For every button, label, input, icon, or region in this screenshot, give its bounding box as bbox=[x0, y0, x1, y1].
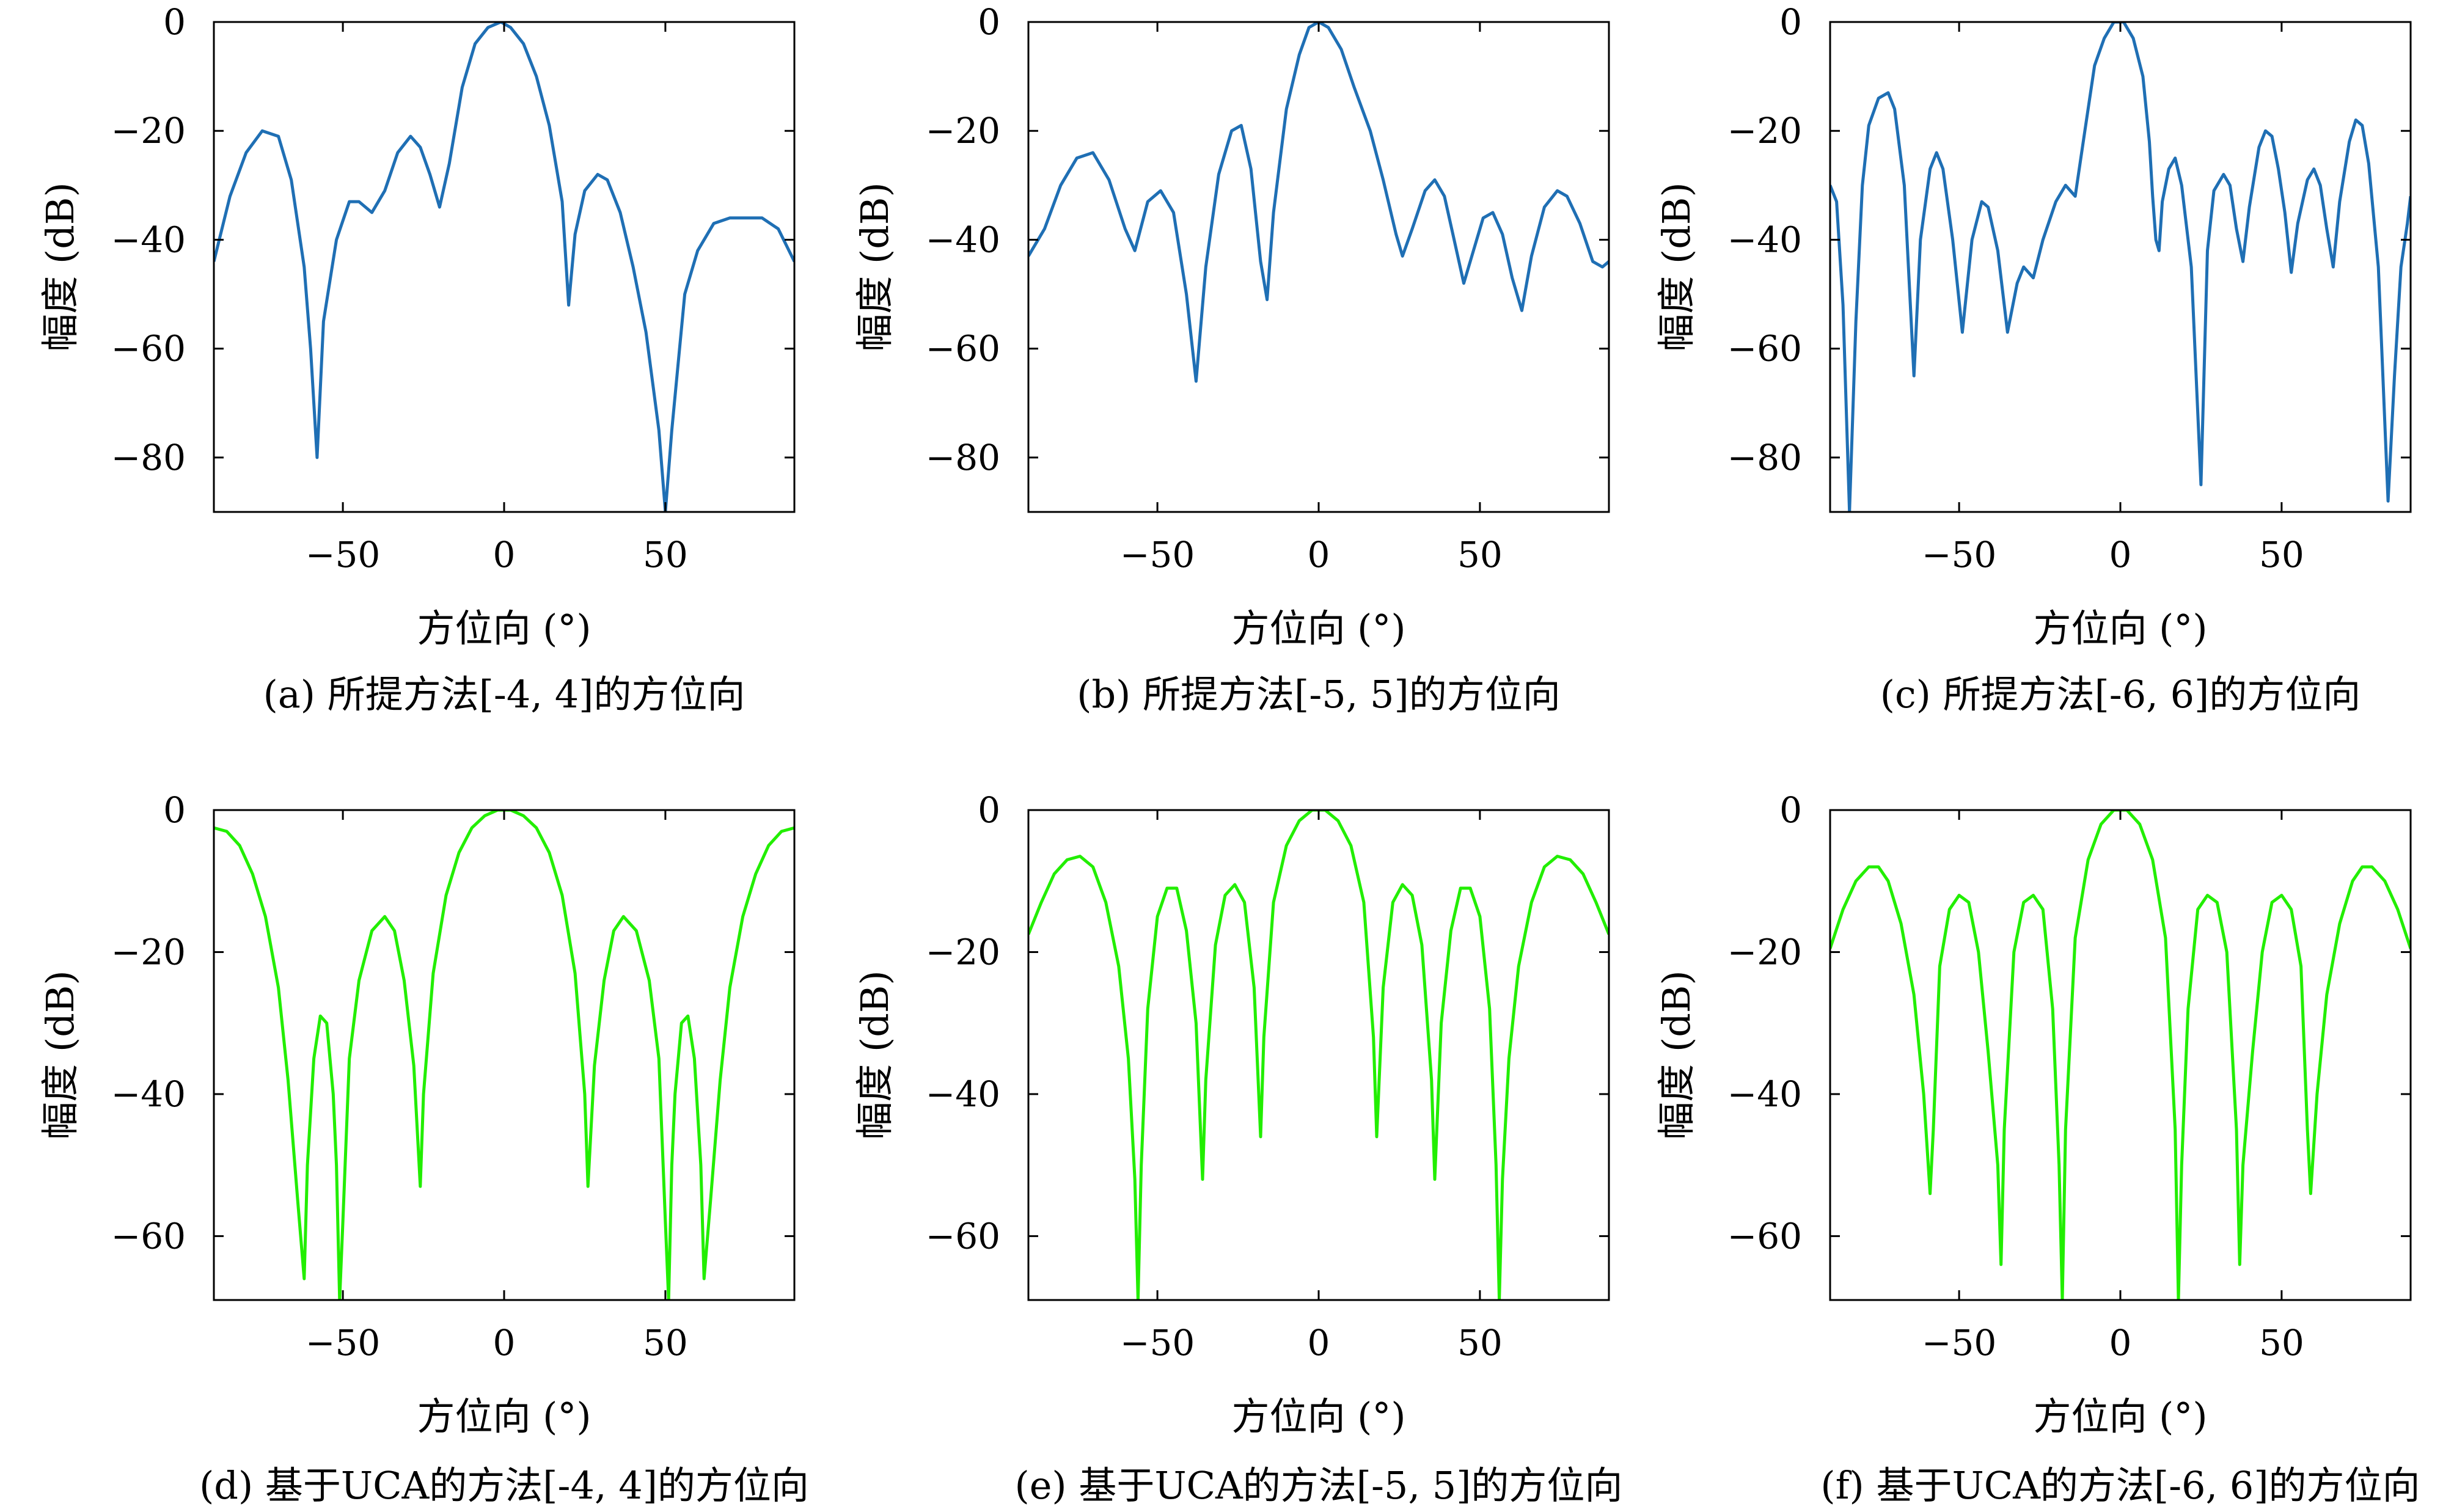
x-tick-label: 50 bbox=[1457, 1322, 1503, 1364]
x-tick-label: 50 bbox=[2259, 534, 2304, 575]
y-tick-label: −60 bbox=[111, 328, 186, 370]
y-tick-label: 0 bbox=[163, 789, 186, 831]
y-tick-label: −20 bbox=[926, 931, 1000, 973]
panel-caption: (c) 所提方法[-6, 6]的方位向 bbox=[1880, 672, 2361, 717]
y-tick-label: −20 bbox=[926, 110, 1000, 152]
y-tick-label: −40 bbox=[1727, 1073, 1802, 1115]
series-line bbox=[1028, 22, 1609, 383]
x-tick-label: 50 bbox=[1457, 534, 1503, 575]
y-tick-label: −20 bbox=[1727, 110, 1802, 152]
panel-caption: (f) 基于UCA的方法[-6, 6]的方位向 bbox=[1820, 1463, 2420, 1508]
y-axis-label: 幅度 (dB) bbox=[1654, 182, 1699, 351]
y-tick-label: −60 bbox=[1727, 328, 1802, 370]
series-line bbox=[1830, 22, 2411, 512]
chart-panel-f: −50 0 50 0 −20 −40 −60 方位向 (°) 幅度 (dB) (f) 基于UCA的… bbox=[1654, 789, 2420, 1508]
x-tick-label: 0 bbox=[493, 1322, 516, 1364]
y-tick-label: −80 bbox=[1727, 437, 1802, 478]
y-tick-label: −60 bbox=[926, 328, 1000, 370]
y-tick-label: −60 bbox=[111, 1215, 186, 1257]
x-tick-label: −50 bbox=[306, 534, 380, 575]
chart-panel-b: −50 0 50 0 −20 −40 −60 −80 方位向 (°) 幅度 (dB) (b) 所提方… bbox=[852, 1, 1610, 717]
plot-frame bbox=[213, 21, 796, 513]
plot-frame bbox=[1027, 21, 1610, 513]
x-axis-label: 方位向 (°) bbox=[417, 1394, 591, 1439]
x-tick-label: −50 bbox=[1922, 534, 1996, 575]
x-tick-label: −50 bbox=[306, 1322, 380, 1364]
y-tick-label: −40 bbox=[111, 219, 186, 260]
y-tick-label: 0 bbox=[1779, 1, 1802, 43]
panel-caption: (b) 所提方法[-5, 5]的方位向 bbox=[1077, 672, 1560, 717]
chart-panel-a: −50 0 50 0 −20 −40 −60 −80 方位向 (°) 幅度 (dB) (a) 所提方… bbox=[38, 1, 796, 717]
y-axis-label: 幅度 (dB) bbox=[852, 182, 897, 351]
y-tick-label: −20 bbox=[111, 110, 186, 152]
x-tick-label: −50 bbox=[1120, 534, 1195, 575]
y-tick-label: −40 bbox=[1727, 219, 1802, 260]
chart-panel-d: −50 0 50 0 −20 −40 −60 方位向 (°) 幅度 (dB) (d) 基于UCA的… bbox=[38, 789, 809, 1508]
y-tick-label: −40 bbox=[111, 1073, 186, 1115]
y-tick-label: 0 bbox=[978, 1, 1000, 43]
y-tick-label: −20 bbox=[1727, 931, 1802, 973]
x-axis-label: 方位向 (°) bbox=[2033, 1394, 2207, 1439]
x-axis-label: 方位向 (°) bbox=[2033, 606, 2207, 651]
y-axis-label: 幅度 (dB) bbox=[852, 970, 897, 1139]
chart-panel-c: −50 0 50 0 −20 −40 −60 −80 方位向 (°) 幅度 (dB) (c) 所提方… bbox=[1654, 1, 2412, 717]
y-tick-label: 0 bbox=[163, 1, 186, 43]
x-tick-label: 0 bbox=[2109, 534, 2132, 575]
x-tick-label: 0 bbox=[493, 534, 516, 575]
series-line bbox=[1830, 810, 2411, 1300]
x-axis-label: 方位向 (°) bbox=[417, 606, 591, 651]
x-tick-label: 50 bbox=[2259, 1322, 2304, 1364]
y-axis-label: 幅度 (dB) bbox=[38, 182, 82, 351]
y-tick-label: 0 bbox=[978, 789, 1000, 831]
y-tick-label: −40 bbox=[926, 1073, 1000, 1115]
panel-caption: (e) 基于UCA的方法[-5, 5]的方位向 bbox=[1015, 1463, 1623, 1508]
y-tick-label: −20 bbox=[111, 931, 186, 973]
y-axis-label: 幅度 (dB) bbox=[1654, 970, 1699, 1139]
x-axis-label: 方位向 (°) bbox=[1231, 1394, 1405, 1439]
series-line bbox=[214, 22, 794, 512]
y-tick-label: −40 bbox=[926, 219, 1000, 260]
plot-frame bbox=[1027, 809, 1610, 1301]
y-tick-label: −60 bbox=[926, 1215, 1000, 1257]
x-tick-label: −50 bbox=[1120, 1322, 1195, 1364]
x-tick-label: 50 bbox=[643, 1322, 688, 1364]
x-tick-label: −50 bbox=[1922, 1322, 1996, 1364]
y-tick-label: −60 bbox=[1727, 1215, 1802, 1257]
series-line bbox=[214, 810, 794, 1300]
y-axis-label: 幅度 (dB) bbox=[38, 970, 82, 1139]
x-axis-label: 方位向 (°) bbox=[1231, 606, 1405, 651]
chart-panel-e: −50 0 50 0 −20 −40 −60 方位向 (°) 幅度 (dB) (e) 基于UCA的… bbox=[852, 789, 1622, 1508]
plot-frame bbox=[1829, 21, 2412, 513]
x-tick-label: 0 bbox=[1308, 534, 1330, 575]
x-tick-label: 50 bbox=[643, 534, 688, 575]
y-tick-label: −80 bbox=[111, 437, 186, 478]
series-line bbox=[1028, 810, 1609, 1300]
y-tick-label: 0 bbox=[1779, 789, 1802, 831]
y-tick-label: −80 bbox=[926, 437, 1000, 478]
plot-frame bbox=[1829, 809, 2412, 1301]
panel-caption: (d) 基于UCA的方法[-4, 4]的方位向 bbox=[199, 1463, 809, 1508]
panel-caption: (a) 所提方法[-4, 4]的方位向 bbox=[263, 672, 745, 717]
x-tick-label: 0 bbox=[1308, 1322, 1330, 1364]
x-tick-label: 0 bbox=[2109, 1322, 2132, 1364]
